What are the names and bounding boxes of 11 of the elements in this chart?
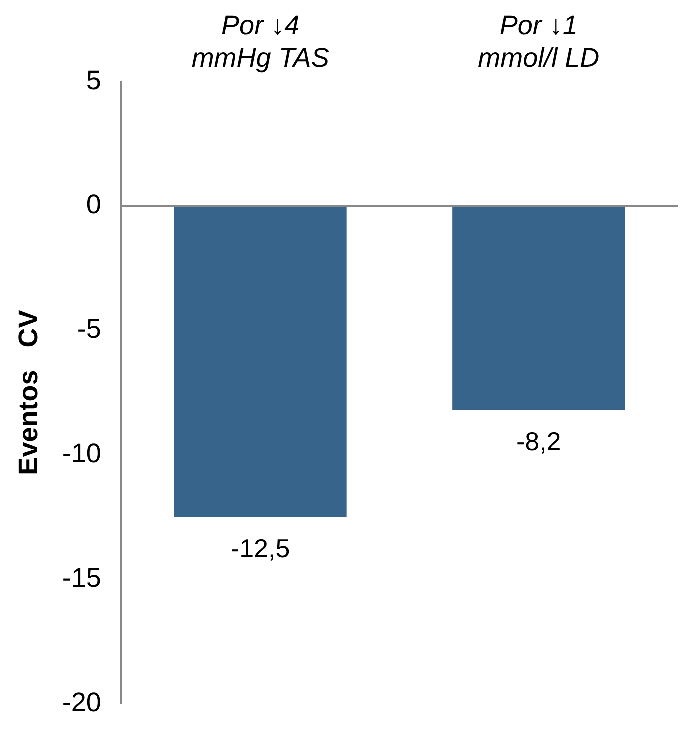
y-tick-label: -5 [77,314,102,344]
y-tick-label: -10 [62,438,102,468]
x-tick-label: Por ↓4 mmHg TAS [192,10,330,74]
data-label: -12,5 [230,533,290,564]
y-tick-label: -15 [62,562,102,593]
y-tick-label: 0 [86,190,102,220]
y-tick-label: 5 [86,65,102,96]
data-label: -8,2 [516,426,562,456]
x-tick-label: Por ↓1 mmol/l LD [478,10,600,74]
y-tick-label: -20 [62,687,102,718]
y-axis-title: Eventos CV [14,310,44,476]
